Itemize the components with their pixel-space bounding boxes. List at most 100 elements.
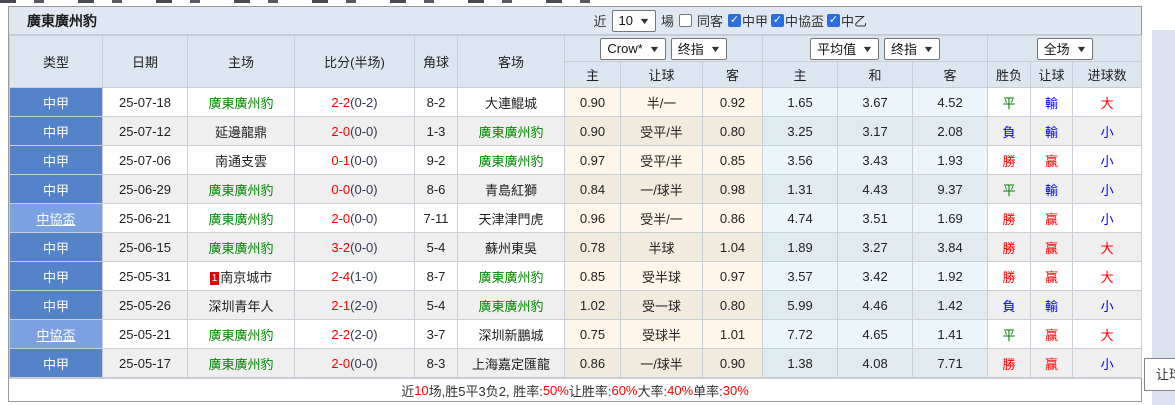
- winloss-result-cell: 勝: [987, 232, 1032, 262]
- goals-result-cell: 大: [1072, 319, 1143, 349]
- col-header-away: 客场: [457, 35, 565, 88]
- match-row: 中協盃 25-05-21 廣東廣州豹 2-2(2-0) 3-7 深圳新鵬城 0.75 受球半 1…: [9, 319, 1143, 349]
- home-team-cell: 1 南京城市: [187, 261, 295, 291]
- handicap-result-cell: 輸: [1030, 174, 1074, 204]
- result-group-header: 全场 ▼: [987, 35, 1143, 62]
- corners-cell: 7-11: [414, 203, 458, 233]
- chevron-down-icon: ▼: [922, 43, 935, 54]
- score-cell: 0-1(0-0): [294, 145, 415, 175]
- date-cell: 25-05-21: [102, 319, 188, 349]
- away-team-cell: 上海嘉定匯龍: [457, 348, 565, 378]
- date-cell: 25-05-17: [102, 348, 188, 378]
- type-cell: 中甲: [9, 174, 103, 204]
- home-team-cell: 廣東廣州豹: [187, 348, 295, 378]
- ah-away-odds-cell: 0.98: [701, 174, 764, 204]
- date-cell: 25-07-12: [102, 116, 188, 146]
- odds-home-cell: 3.56: [762, 145, 839, 175]
- league-checkbox-label-0: 中甲: [741, 14, 768, 29]
- summary-stat-value: 30%: [722, 382, 749, 398]
- away-team-cell: 天津津門虎: [457, 203, 565, 233]
- score-cell: 2-2(0-2): [294, 87, 415, 117]
- corners-cell: 8-6: [414, 174, 458, 204]
- col-header-type: 类型: [9, 35, 103, 88]
- ah-away-odds-cell: 0.86: [701, 203, 764, 233]
- goals-result-cell: 大: [1072, 87, 1143, 117]
- winloss-result-cell: 勝: [987, 203, 1032, 233]
- odds-draw-cell: 3.17: [837, 116, 914, 146]
- odds-draw-cell: 3.42: [837, 261, 914, 291]
- summary-stat-value: 50%: [542, 382, 569, 398]
- ah-line-cell: 受半/一: [620, 203, 703, 233]
- league-checkbox-2[interactable]: ✓: [826, 14, 840, 27]
- odds-away-cell: 3.84: [912, 232, 989, 262]
- league-checkbox-1[interactable]: ✓: [770, 14, 784, 27]
- match-row: 中甲 25-05-31 1 南京城市 2-4(1-0) 8-7 廣東廣州豹 0.85 受半球 0.…: [9, 261, 1143, 291]
- col-header-goals: 进球数: [1072, 61, 1143, 88]
- ah-home-odds-cell: 0.75: [564, 319, 621, 349]
- same-away-checkbox[interactable]: [678, 14, 692, 27]
- away-team-cell: 廣東廣州豹: [457, 261, 565, 291]
- match-row: 中甲 25-06-29 廣東廣州豹 0-0(0-0) 8-6 青島紅獅 0.84 一/球半 0.…: [9, 174, 1143, 204]
- ah-home-odds-cell: 0.90: [564, 116, 621, 146]
- type-cell: 中甲: [9, 290, 103, 320]
- col-header-ah-away: 客: [701, 61, 764, 88]
- col-header-handicap-result: 让球: [1030, 61, 1074, 88]
- odds-draw-cell: 4.43: [837, 174, 914, 204]
- odds-draw-cell: 3.51: [837, 203, 914, 233]
- score-cell: 3-2(0-0): [294, 232, 415, 262]
- winloss-result-cell: 平: [987, 87, 1032, 117]
- ah-source-select[interactable]: Crow* ▼: [600, 37, 666, 60]
- odds-draw-cell: 3.43: [837, 145, 914, 175]
- ah-line-cell: 半球: [620, 232, 703, 262]
- euro-index-select[interactable]: 终指 ▼: [884, 37, 940, 60]
- euro-source-select[interactable]: 平均值 ▼: [810, 37, 880, 60]
- summary-stat-value: 40%: [667, 382, 694, 398]
- away-team-cell: 廣東廣州豹: [457, 290, 565, 320]
- odds-draw-cell: 3.27: [837, 232, 914, 262]
- type-cell: 中甲: [9, 87, 103, 117]
- corners-cell: 5-4: [414, 290, 458, 320]
- score-cell: 2-2(2-0): [294, 319, 415, 349]
- handicap-result-cell: 赢: [1030, 348, 1074, 378]
- goals-result-cell: 小: [1072, 174, 1143, 204]
- corners-cell: 1-3: [414, 116, 458, 146]
- corners-cell: 8-3: [414, 348, 458, 378]
- same-away-label: 同客: [696, 14, 723, 29]
- summary-stat-label: 让胜率:: [568, 383, 612, 399]
- ah-line-cell: 受一球: [620, 290, 703, 320]
- ah-away-odds-cell: 0.97: [701, 261, 764, 291]
- match-history-table: 类型 日期 主场 比分(半场) 角球 客场 Crow* ▼ 终指 ▼: [9, 35, 1143, 378]
- winloss-result-cell: 平: [987, 319, 1032, 349]
- ah-index-select[interactable]: 终指 ▼: [670, 37, 727, 60]
- odds-away-cell: 1.41: [912, 319, 989, 349]
- goals-result-cell: 小: [1072, 203, 1143, 233]
- odds-home-cell: 3.57: [762, 261, 839, 291]
- type-cell[interactable]: 中協盃: [9, 319, 103, 349]
- goals-result-cell: 小: [1072, 116, 1143, 146]
- scope-select[interactable]: 全场 ▼: [1036, 37, 1093, 60]
- summary-stat-value: 10: [414, 382, 429, 398]
- rank-badge: 1: [209, 271, 220, 285]
- home-team-cell: 廣東廣州豹: [187, 174, 295, 204]
- odds-away-cell: 9.37: [912, 174, 989, 204]
- odds-away-cell: 7.71: [912, 348, 989, 378]
- summary-stat-label: 近: [401, 383, 415, 399]
- summary-footer: 近 10 场,胜5平3负2, 胜率: 50% 让胜率: 60% 大率: 40% 单率: 30…: [9, 378, 1141, 401]
- match-row: 中甲 25-06-15 廣東廣州豹 3-2(0-0) 5-4 蘇州東吳 0.78 半球 1.04…: [9, 232, 1143, 262]
- ah-line-cell: 半/一: [620, 87, 703, 117]
- ah-away-odds-cell: 0.80: [701, 116, 764, 146]
- home-team-cell: 廣東廣州豹: [187, 232, 295, 262]
- goals-result-cell: 小: [1072, 348, 1143, 378]
- league-checkbox-0[interactable]: ✓: [727, 14, 741, 27]
- panel-titlebar: 廣東廣州豹 近 10 ▼ 場 同客 ✓ 中甲 ✓ 中協盃 ✓ 中乙: [9, 7, 1141, 35]
- home-team-cell: 深圳青年人: [187, 290, 295, 320]
- type-cell[interactable]: 中協盃: [9, 203, 103, 233]
- home-team-cell: 廣東廣州豹: [187, 203, 295, 233]
- recent-count-select[interactable]: 10 ▼: [611, 9, 656, 32]
- col-header-home: 主场: [187, 35, 295, 88]
- winloss-result-cell: 勝: [987, 261, 1032, 291]
- odds-home-cell: 1.65: [762, 87, 839, 117]
- match-row: 中甲 25-07-12 延邊龍鼎 2-0(0-0) 1-3 廣東廣州豹 0.90 受平/半 0.…: [9, 116, 1143, 146]
- col-header-score: 比分(半场): [294, 35, 415, 88]
- type-cell: 中甲: [9, 145, 103, 175]
